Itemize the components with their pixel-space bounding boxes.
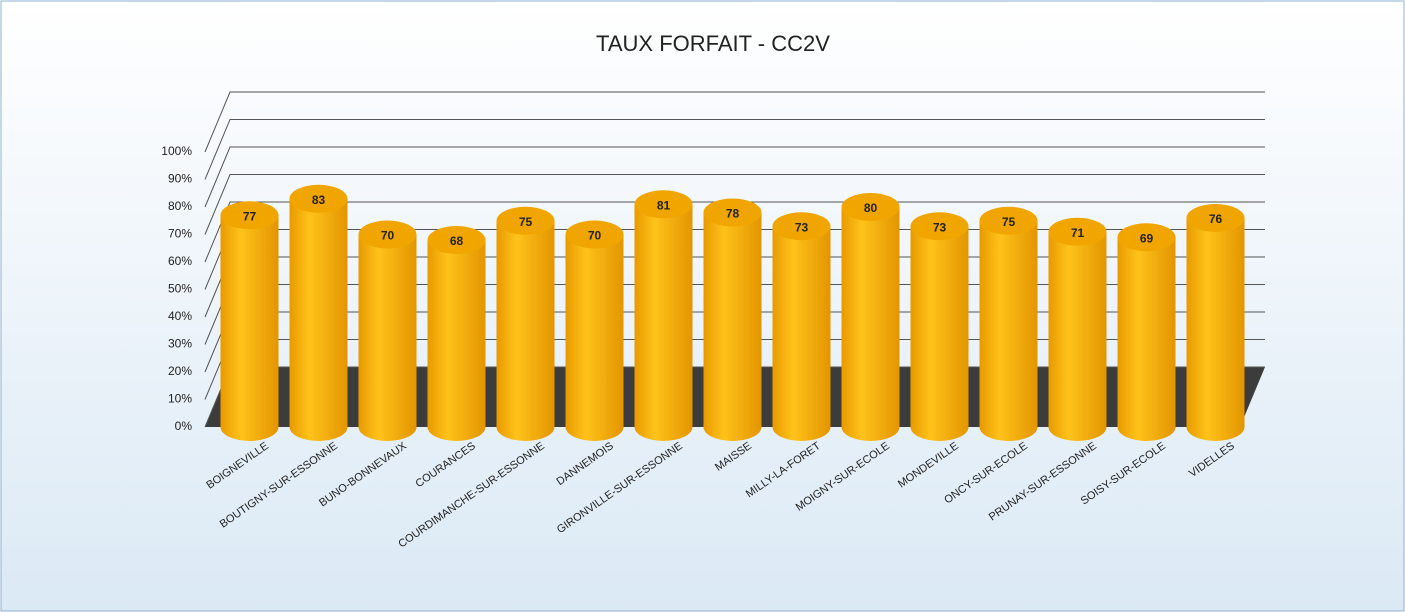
data-label: 75 bbox=[1002, 215, 1016, 229]
bar-top bbox=[634, 190, 693, 219]
grid-line bbox=[204, 91, 1265, 153]
bar-top bbox=[358, 220, 417, 249]
bar-top bbox=[979, 206, 1038, 235]
data-label: 69 bbox=[1140, 231, 1154, 245]
bar-top bbox=[565, 220, 624, 249]
data-label: 76 bbox=[1209, 212, 1223, 226]
bar-body bbox=[1186, 218, 1245, 442]
grid-line bbox=[204, 201, 1265, 263]
bar bbox=[427, 226, 486, 442]
y-tick-label: 10% bbox=[168, 392, 192, 406]
bar-body bbox=[634, 204, 693, 442]
data-label: 73 bbox=[795, 220, 809, 234]
bar bbox=[1186, 204, 1245, 442]
bar-body bbox=[910, 226, 969, 442]
bar-top bbox=[703, 198, 762, 227]
data-label: 78 bbox=[726, 207, 740, 221]
bar bbox=[910, 212, 969, 442]
data-label: 83 bbox=[312, 193, 326, 207]
bar bbox=[1117, 223, 1176, 442]
bar-body bbox=[841, 207, 900, 442]
data-label: 75 bbox=[519, 215, 533, 229]
bar bbox=[634, 190, 693, 442]
bar bbox=[496, 206, 555, 442]
bar-body bbox=[565, 234, 624, 442]
bar-top bbox=[1186, 204, 1245, 232]
bar-body bbox=[1048, 231, 1107, 442]
y-tick-label: 100% bbox=[161, 144, 192, 158]
bar-body bbox=[358, 234, 417, 442]
grid-line bbox=[204, 119, 1265, 180]
data-label: 77 bbox=[243, 209, 257, 223]
bar-top bbox=[427, 226, 486, 254]
bar-body bbox=[979, 220, 1038, 442]
data-label: 68 bbox=[450, 234, 464, 248]
bar-top bbox=[496, 206, 555, 235]
chart-title: TAUX FORFAIT - CC2V bbox=[596, 31, 830, 56]
bar bbox=[565, 220, 624, 442]
bar-top bbox=[910, 212, 969, 241]
bar bbox=[772, 212, 831, 442]
bar bbox=[358, 220, 417, 442]
y-tick-label: 50% bbox=[168, 282, 192, 296]
bar-top bbox=[772, 212, 831, 241]
y-tick-label: 80% bbox=[168, 199, 192, 213]
bar bbox=[1048, 217, 1107, 442]
bar bbox=[289, 184, 348, 442]
bar bbox=[703, 198, 762, 442]
bar-body bbox=[772, 226, 831, 442]
data-label: 80 bbox=[864, 201, 878, 215]
y-tick-label: 90% bbox=[168, 172, 192, 186]
y-tick-label: 60% bbox=[168, 254, 192, 268]
bar-body bbox=[220, 215, 279, 441]
grid-line bbox=[204, 174, 1265, 235]
y-tick-label: 20% bbox=[168, 364, 192, 378]
bar-top bbox=[1048, 217, 1107, 246]
bar-body bbox=[289, 198, 348, 442]
y-tick-label: 40% bbox=[168, 309, 192, 323]
y-tick-label: 0% bbox=[175, 419, 193, 433]
data-label: 81 bbox=[657, 198, 671, 212]
data-label: 70 bbox=[588, 229, 602, 243]
data-label: 73 bbox=[933, 220, 947, 234]
bar-body bbox=[703, 212, 762, 442]
bar-top bbox=[1117, 223, 1176, 252]
y-tick-label: 70% bbox=[168, 227, 192, 241]
y-tick-label: 30% bbox=[168, 337, 192, 351]
bar-top bbox=[841, 193, 900, 221]
bar-top bbox=[289, 184, 348, 213]
bar-body bbox=[427, 240, 486, 442]
bar bbox=[220, 201, 279, 441]
bar bbox=[979, 206, 1038, 442]
grid-line bbox=[204, 146, 1265, 208]
data-label: 71 bbox=[1071, 226, 1085, 240]
bar bbox=[841, 193, 900, 442]
data-label: 70 bbox=[381, 229, 395, 243]
bar-top bbox=[220, 201, 279, 230]
bar-body bbox=[496, 220, 555, 442]
bar-body bbox=[1117, 237, 1176, 442]
